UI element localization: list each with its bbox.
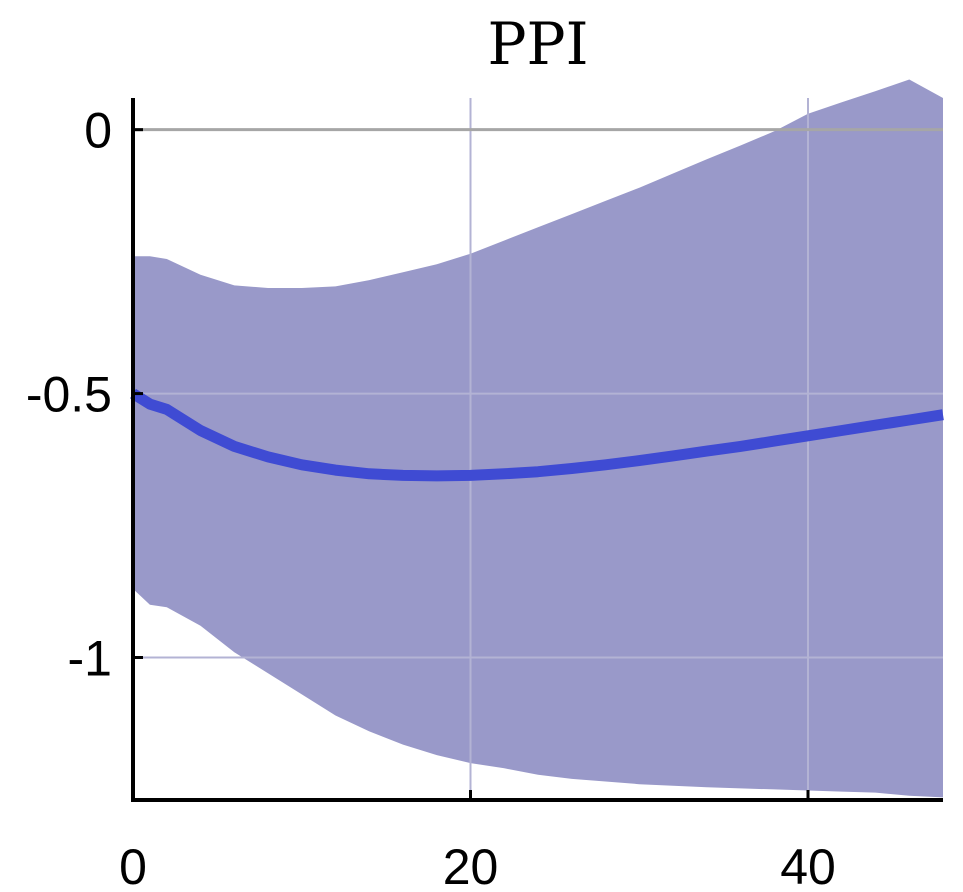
confidence-band-layer bbox=[133, 79, 943, 800]
x-tick-label: 20 bbox=[443, 839, 499, 892]
y-tick-label: -1 bbox=[68, 630, 112, 686]
ticks: 0 20 40 0 -0.5 -1 bbox=[26, 103, 836, 892]
x-tick-label: 40 bbox=[780, 839, 836, 892]
chart-title: PPI bbox=[488, 10, 589, 78]
y-tick-label: 0 bbox=[84, 103, 112, 159]
x-tick-label: 0 bbox=[119, 839, 147, 892]
confidence-band bbox=[133, 79, 943, 798]
response-line-layer bbox=[130, 388, 944, 482]
response-line bbox=[130, 388, 944, 482]
y-tick-label: -0.5 bbox=[26, 367, 112, 423]
